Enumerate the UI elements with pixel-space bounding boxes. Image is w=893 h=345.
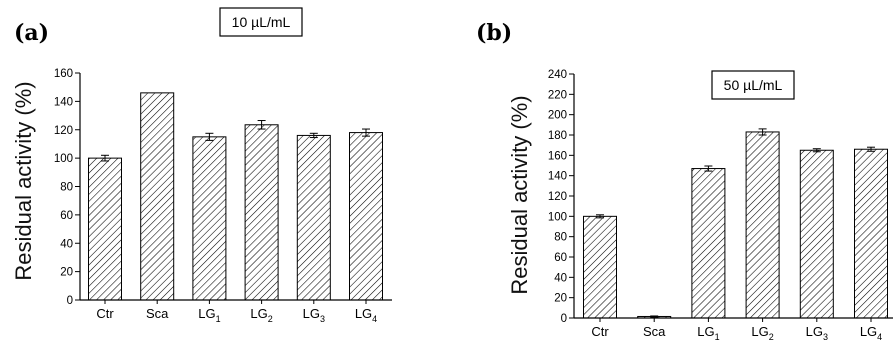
x-tick-label-main: Ctr [96, 306, 114, 321]
x-tick-label: LG1 [697, 324, 719, 342]
y-tick-label: 120 [54, 125, 73, 137]
bar [296, 134, 331, 301]
y-tick-label: 60 [60, 210, 73, 222]
x-tick-label: LG3 [303, 306, 325, 324]
x-tick-label-main: LG [355, 306, 372, 321]
y-tick-label: 160 [54, 68, 73, 80]
bar [88, 157, 122, 301]
x-tick-label: LG1 [198, 306, 220, 324]
x-tick-label: LG2 [751, 324, 773, 342]
y-tick-label: 140 [548, 171, 567, 183]
x-tick-label: LG4 [355, 306, 377, 324]
x-tick-label-subscript: 2 [769, 332, 774, 342]
x-tick-label-main: LG [751, 324, 768, 339]
y-tick-label: 100 [54, 153, 73, 165]
y-tick-label: 220 [548, 89, 567, 101]
panel-a-x-labels: Ctr Sca LG1 LG2 LG3 LG4 [96, 300, 377, 324]
bar [854, 148, 888, 319]
x-tick-label-main: LG [697, 324, 714, 339]
y-tick-label: 60 [554, 252, 567, 264]
y-tick-label: 180 [548, 130, 567, 142]
panel-b-bars [583, 128, 888, 319]
panel-a-y-ticks: 0 20 40 60 80 100 120 140 160 [54, 68, 80, 307]
panel-b-annotation-box: 50 µL/mL [711, 70, 795, 100]
bar [192, 136, 227, 301]
x-tick-label-subscript: 4 [877, 332, 882, 342]
y-tick-label: 80 [60, 182, 73, 194]
x-tick-label: LG4 [860, 324, 882, 342]
x-tick-label-main: Ctr [591, 324, 609, 339]
x-tick-label-subscript: 2 [268, 314, 273, 324]
y-tick-label: 140 [54, 96, 73, 108]
panel-b: (b) Residual activity (%) 02040608010012… [476, 20, 893, 342]
x-tick-label-main: LG [198, 306, 215, 321]
panel-a-bars [88, 92, 383, 301]
bar [583, 215, 617, 319]
x-tick-label: LG2 [250, 306, 272, 324]
y-tick-label: 0 [561, 313, 567, 325]
panel-b-x-labels: Ctr Sca LG1 LG2 LG3 LG4 [591, 318, 882, 342]
y-tick-label: 160 [548, 150, 567, 162]
x-tick-label: Ctr [591, 324, 609, 339]
bar [140, 92, 175, 301]
y-tick-label: 200 [548, 110, 567, 122]
panel-a: (a) Residual activity (%) 02040608010012… [11, 7, 392, 324]
panel-b-ylabel: Residual activity (%) [507, 95, 532, 294]
panel-b-y-ticks: 0 20 40 60 80 100 120 140 160 180 200 220 240 [548, 69, 574, 325]
panel-b-label: (b) [476, 20, 512, 46]
panel-b-annotation: 50 µL/mL [724, 77, 783, 93]
y-tick-label: 40 [60, 238, 73, 250]
x-tick-label-main: Sca [146, 306, 169, 321]
panel-a-label: (a) [14, 20, 49, 46]
bar [349, 132, 383, 301]
panel-a-annotation: 10 µL/mL [232, 14, 291, 30]
x-tick-label-main: LG [806, 324, 823, 339]
y-tick-label: 0 [67, 295, 73, 307]
x-tick-label-subscript: 4 [372, 314, 377, 324]
x-tick-label-subscript: 1 [216, 314, 221, 324]
bar [799, 149, 834, 319]
x-tick-label-main: LG [303, 306, 320, 321]
y-tick-label: 20 [554, 293, 567, 305]
panel-a-ylabel: Residual activity (%) [11, 81, 36, 280]
x-tick-label-main: Sca [643, 324, 666, 339]
x-tick-label-subscript: 3 [320, 314, 325, 324]
y-tick-label: 120 [548, 191, 567, 203]
y-tick-label: 40 [554, 272, 567, 284]
bar [745, 131, 780, 319]
x-tick-label: Sca [643, 324, 666, 339]
x-tick-label-main: LG [250, 306, 267, 321]
x-tick-label: Sca [146, 306, 169, 321]
x-tick-label-main: LG [860, 324, 877, 339]
y-tick-label: 240 [548, 69, 567, 81]
x-tick-label: LG3 [806, 324, 828, 342]
x-tick-label-subscript: 1 [715, 332, 720, 342]
panel-a-annotation-box: 10 µL/mL [219, 7, 303, 37]
x-tick-label-subscript: 3 [823, 332, 828, 342]
y-tick-label: 20 [60, 267, 73, 279]
y-tick-label: 100 [548, 211, 567, 223]
bar [691, 168, 726, 319]
y-tick-label: 80 [554, 232, 567, 244]
x-tick-label: Ctr [96, 306, 114, 321]
bar [244, 124, 279, 301]
